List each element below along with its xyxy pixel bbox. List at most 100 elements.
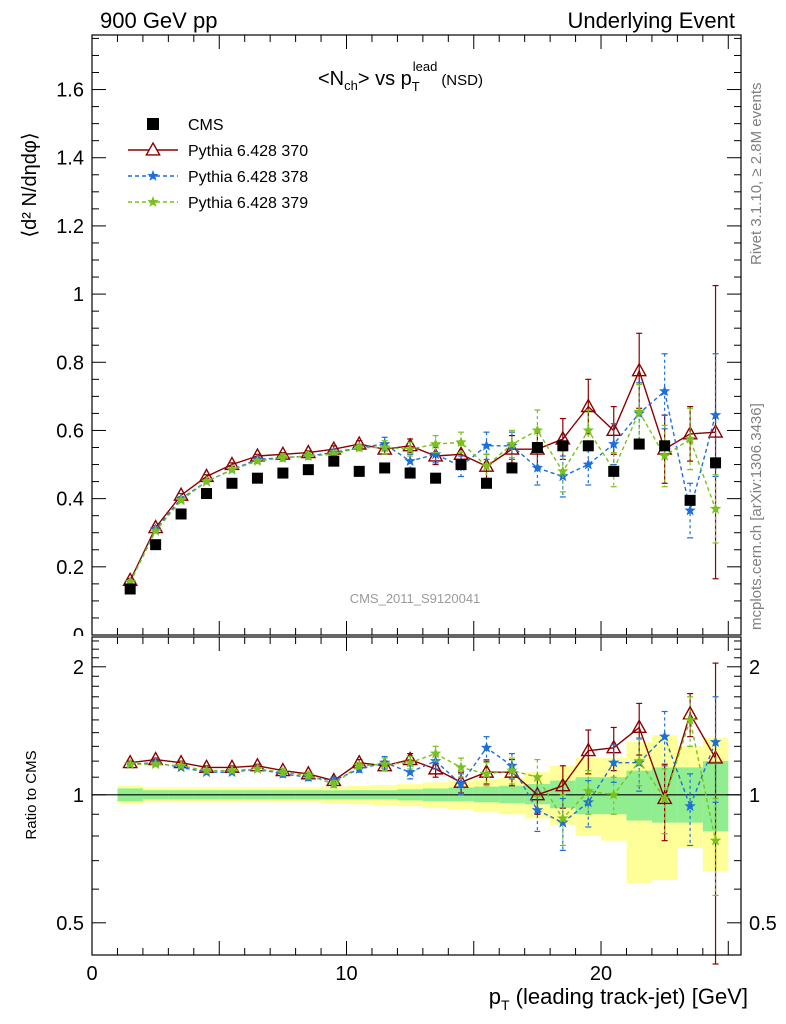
ratio-series-3-point (149, 758, 162, 770)
main-series-3-point (404, 443, 416, 455)
cms-data-point (175, 508, 187, 520)
main-frame (91, 34, 742, 636)
ratio-series-3-point (608, 788, 620, 800)
x-label-main: p (489, 984, 501, 1009)
ratio-series-3-point (557, 812, 569, 824)
ratio-series-2-line (130, 735, 717, 824)
main-y-tick-label: 0.6 (56, 420, 84, 442)
x-label-sub: T (501, 997, 510, 1013)
legend-label-0: CMS (188, 117, 224, 134)
main-series-3-point (328, 448, 340, 460)
ratio-series-3-point (658, 792, 671, 804)
main-y-tick-label: 0.8 (56, 352, 84, 374)
ratio-series-3-point (633, 755, 645, 766)
ratio-series-2-point (684, 800, 696, 812)
legend-marker-cms (147, 118, 159, 130)
main-series-3-point (557, 465, 569, 477)
ratio-series-3-point (226, 764, 238, 776)
ratio-series-3-point (353, 759, 365, 771)
legend: CMS Pythia 6.428 370 Pythia 6.428 378 Pythi… (128, 117, 308, 212)
main-series-3-point (379, 441, 391, 453)
rivet-version-label: Rivet 3.1.10, ≥ 2.8M events (748, 83, 765, 266)
ratio-series-1-point (427, 760, 444, 775)
title-lhs: <N (318, 68, 344, 90)
cms-data-point (251, 472, 263, 484)
ratio-series-2-point (557, 816, 569, 828)
main-series-2-point (608, 438, 620, 449)
x-label-tail: (leading track-jet) [GeV] (510, 984, 748, 1009)
ratio-series-1-point (580, 742, 597, 757)
main-series-3-point (251, 455, 264, 466)
main-y-tick-label: 0.4 (56, 489, 84, 511)
ratio-series-3-point (379, 758, 391, 770)
main-y-tick-label: 1 (73, 284, 84, 306)
cms-data-point (506, 462, 518, 474)
ratio-series-3-point (404, 756, 416, 768)
cms-data-point (608, 465, 620, 477)
ratio-series-3-point (328, 778, 340, 789)
cms-data-point (302, 464, 314, 476)
ratio-y-tick-label-right: 2 (749, 657, 760, 679)
main-series-3-point (633, 405, 645, 417)
main-series-2-point (684, 504, 696, 516)
main-y-tick-label: 1.2 (56, 216, 84, 238)
ratio-series-1-point (122, 754, 139, 769)
ratio-y-tick-label-right: 1 (749, 785, 760, 807)
ratio-series-3-point (684, 713, 696, 725)
ratio-y-tick-label: 2 (73, 657, 84, 679)
x-tick-label: 20 (590, 963, 612, 985)
analysis-label: CMS_2011_S9120041 (350, 591, 481, 606)
main-series-3-point (200, 475, 213, 487)
main-series-2-point (531, 462, 544, 473)
ratio-frame (91, 636, 742, 956)
cms-data-point (531, 442, 543, 453)
main-y-tick-label: 0.2 (56, 557, 84, 579)
header-right-label: Underlying Event (567, 8, 735, 33)
ratio-series-3-point (429, 747, 442, 759)
ratio-series-3-point (709, 834, 722, 846)
mcplots-label: mcplots.cern.ch [arXiv:1306.3436] (748, 403, 765, 630)
main-series-2-point (480, 439, 493, 451)
ratio-y-tick-label: 0.5 (56, 913, 84, 935)
main-series-3-point (658, 450, 671, 461)
main-series-2-point (582, 458, 594, 470)
main-series-3-point (709, 502, 722, 514)
ratio-series-3-point (480, 767, 493, 779)
main-panel (122, 284, 724, 595)
legend-marker-3 (147, 196, 159, 207)
main-series-3-point (175, 494, 187, 506)
main-series-3-point (455, 436, 467, 448)
cms-data-point (684, 494, 696, 506)
ratio-series-2-point (531, 804, 544, 815)
ratio-series-3-point (455, 761, 467, 773)
cms-data-point (124, 583, 136, 595)
ratio-series-3-point (582, 785, 594, 796)
main-series-3-point (277, 451, 289, 463)
cms-data-point (659, 440, 671, 452)
ratio-panel (92, 662, 741, 965)
ratio-series-3-point (251, 763, 264, 774)
cms-data-point (633, 438, 645, 450)
title-tail: (NSD) (441, 72, 483, 89)
ratio-series-2-point (608, 756, 620, 768)
cms-data-point (328, 455, 340, 467)
ratio-series-2-point (709, 736, 722, 747)
title-lhs-sub: ch (344, 78, 358, 93)
ratio-band-inner (626, 770, 652, 821)
cms-data-point (201, 488, 213, 500)
main-series-2-point (709, 409, 722, 420)
main-ylabel: ⟨d² N/dηdφ⟩ (19, 132, 41, 237)
legend-marker-1 (145, 141, 161, 156)
ratio-series-3-point (277, 766, 289, 778)
cms-data-point (557, 440, 569, 452)
ratio-series-3-line (130, 717, 717, 841)
ratio-series-3-point (175, 759, 187, 771)
main-series-3-point (531, 424, 544, 436)
cms-data-point (582, 440, 594, 452)
x-tick-label: 0 (86, 963, 97, 985)
main-series-1-point (605, 422, 622, 437)
ratio-series-3-point (302, 769, 314, 781)
